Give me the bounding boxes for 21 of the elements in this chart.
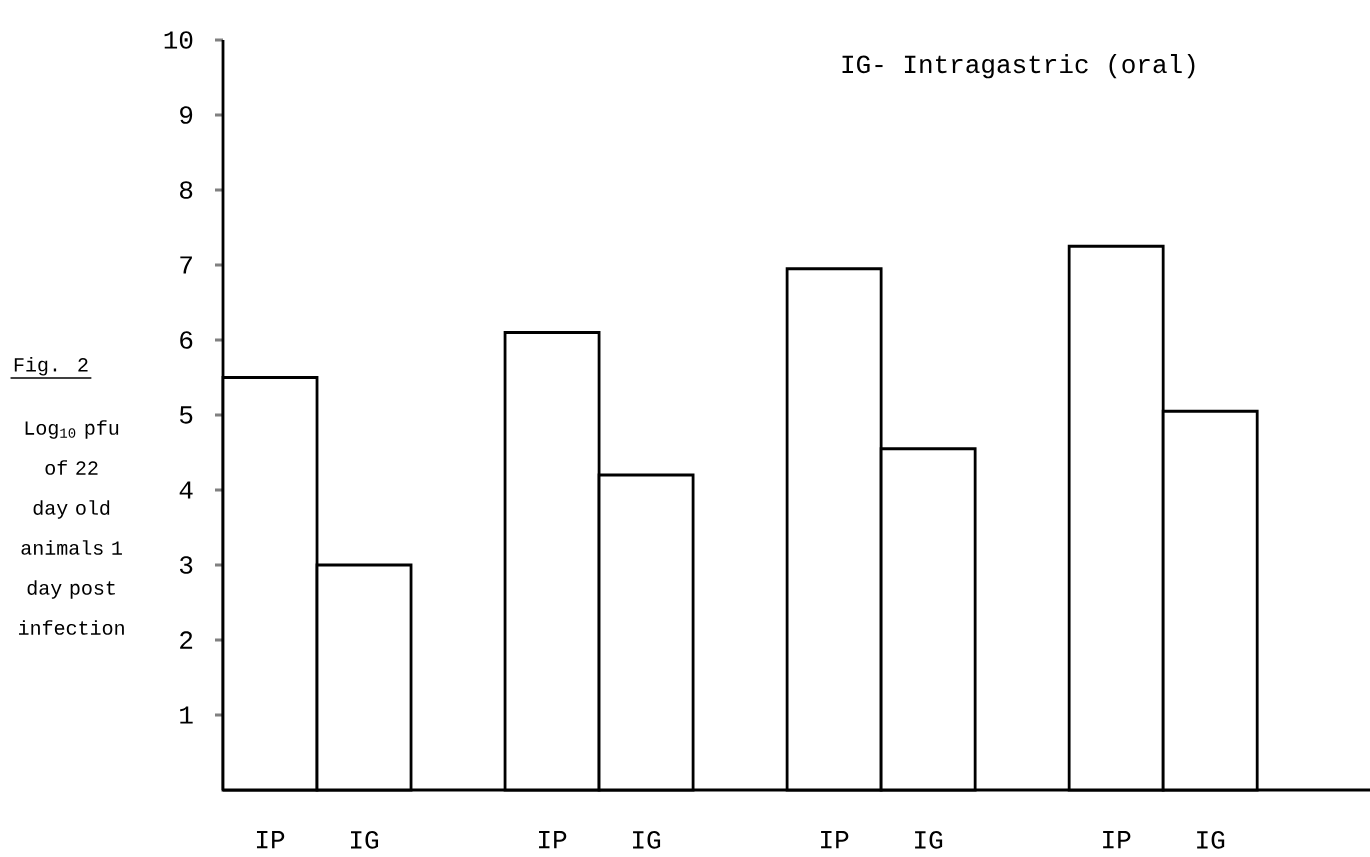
y-tick-label: 5	[179, 406, 193, 424]
y-tick-label: 4	[179, 481, 193, 499]
x-tick-label: IP	[256, 831, 285, 849]
x-tick-label: IP	[821, 831, 849, 849]
y-tick-label: 9	[180, 106, 193, 124]
y-tick-label: 10	[164, 31, 193, 49]
annotation: IG- Intragastric (oral)	[842, 54, 1195, 79]
y-tick-label: 8	[180, 181, 193, 199]
x-tick-label: IG	[351, 831, 379, 849]
x-tick-label: IG	[633, 831, 661, 849]
x-tick-label: IP	[539, 831, 567, 849]
y-tick-label: 1	[180, 706, 193, 724]
y-tick-label: 6	[180, 331, 193, 349]
text: Fig. 2	[14, 356, 88, 376]
x-tick-label: IG	[915, 831, 943, 849]
y-tick-label: 2	[180, 631, 193, 649]
x-tick-label: IP	[1103, 831, 1131, 849]
y-tick-label: 3	[179, 556, 193, 574]
x-tick-label: IG	[1197, 831, 1225, 849]
y-tick-label: 7	[180, 256, 192, 274]
text: Log$_{10}$ pfu of 22 day old animals 1 day post infection	[19, 420, 124, 635]
